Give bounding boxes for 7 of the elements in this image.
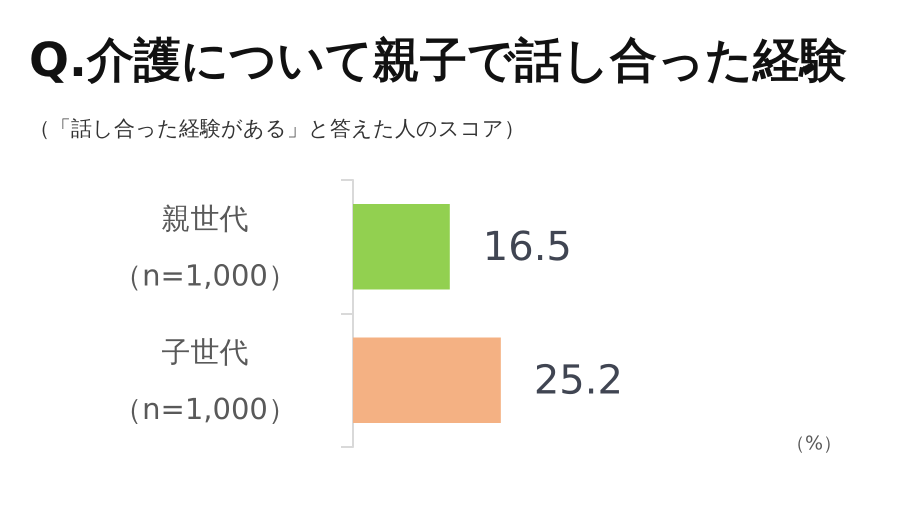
text: （%） [786,432,842,454]
y-tick-label: 親世代（n=1,000） [113,201,297,292]
y-tick-label: 子世代（n=1,000） [113,334,297,426]
chart-title: Q.介護について親子で話し合った経験 [29,33,847,88]
data-label: 16.5 [482,224,572,270]
chart-subtitle: （「話し合った経験がある」と答えた人のスコア） [29,116,525,140]
data-label: 25.2 [534,357,623,404]
